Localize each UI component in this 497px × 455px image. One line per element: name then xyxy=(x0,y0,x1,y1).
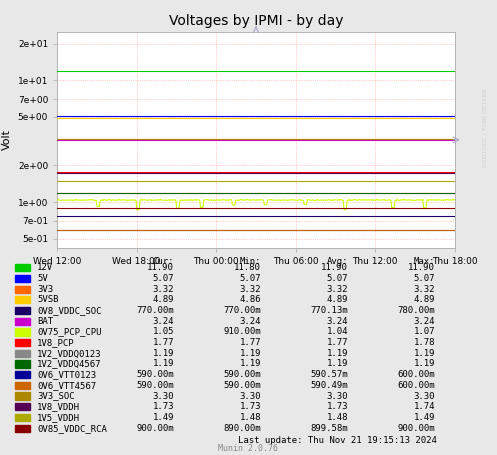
Text: 600.00m: 600.00m xyxy=(397,381,435,390)
Text: 1.07: 1.07 xyxy=(414,328,435,336)
Text: 770.00m: 770.00m xyxy=(223,306,261,315)
Text: Cur:: Cur: xyxy=(153,257,174,266)
Text: 899.58m: 899.58m xyxy=(310,424,348,433)
Text: 1.19: 1.19 xyxy=(240,359,261,369)
Text: 11.90: 11.90 xyxy=(147,263,174,272)
Text: 1.77: 1.77 xyxy=(240,338,261,347)
Text: 0V6_VTT0123: 0V6_VTT0123 xyxy=(37,370,96,379)
Text: 3.32: 3.32 xyxy=(327,285,348,293)
Text: 11.90: 11.90 xyxy=(321,263,348,272)
Text: 1.48: 1.48 xyxy=(327,413,348,422)
Text: 3.30: 3.30 xyxy=(240,392,261,400)
Text: 5.07: 5.07 xyxy=(240,274,261,283)
Text: 1.19: 1.19 xyxy=(240,349,261,358)
Text: 1V2_VDDQ4567: 1V2_VDDQ4567 xyxy=(37,359,102,369)
Text: 1.19: 1.19 xyxy=(414,349,435,358)
Text: 1.77: 1.77 xyxy=(153,338,174,347)
Text: 890.00m: 890.00m xyxy=(223,424,261,433)
Text: 900.00m: 900.00m xyxy=(136,424,174,433)
Text: RRDTOOL / TOBI OETKER: RRDTOOL / TOBI OETKER xyxy=(482,88,487,167)
Text: 900.00m: 900.00m xyxy=(397,424,435,433)
Text: 5VSB: 5VSB xyxy=(37,295,59,304)
Text: 3V3_SOC: 3V3_SOC xyxy=(37,392,75,400)
Y-axis label: Volt: Volt xyxy=(2,129,12,151)
Text: 600.00m: 600.00m xyxy=(397,370,435,379)
Text: 1.49: 1.49 xyxy=(414,413,435,422)
Text: 11.80: 11.80 xyxy=(234,263,261,272)
Text: 4.86: 4.86 xyxy=(240,295,261,304)
Text: 0V85_VDDC_RCA: 0V85_VDDC_RCA xyxy=(37,424,107,433)
Text: 590.00m: 590.00m xyxy=(223,381,261,390)
Text: 3.32: 3.32 xyxy=(414,285,435,293)
Text: 1.74: 1.74 xyxy=(414,402,435,411)
Text: 1.19: 1.19 xyxy=(327,349,348,358)
Text: 3.24: 3.24 xyxy=(414,317,435,326)
Text: 1.49: 1.49 xyxy=(153,413,174,422)
Text: 590.00m: 590.00m xyxy=(136,381,174,390)
Text: 4.89: 4.89 xyxy=(153,295,174,304)
Text: 5.07: 5.07 xyxy=(414,274,435,283)
Text: 1V2_VDDQ0123: 1V2_VDDQ0123 xyxy=(37,349,102,358)
Text: 1.04: 1.04 xyxy=(327,328,348,336)
Text: 12V: 12V xyxy=(37,263,53,272)
Text: 1.78: 1.78 xyxy=(414,338,435,347)
Text: 590.00m: 590.00m xyxy=(223,370,261,379)
Text: 3.30: 3.30 xyxy=(153,392,174,400)
Text: 3.32: 3.32 xyxy=(240,285,261,293)
Text: 3V3: 3V3 xyxy=(37,285,53,293)
Text: 1.77: 1.77 xyxy=(327,338,348,347)
Text: 3.30: 3.30 xyxy=(327,392,348,400)
Text: 1V5_VDDH: 1V5_VDDH xyxy=(37,413,81,422)
Text: 11.90: 11.90 xyxy=(408,263,435,272)
Text: Munin 2.0.76: Munin 2.0.76 xyxy=(219,444,278,453)
Text: 1.73: 1.73 xyxy=(240,402,261,411)
Text: 1V8_VDDH: 1V8_VDDH xyxy=(37,402,81,411)
Text: 1.73: 1.73 xyxy=(153,402,174,411)
Text: 3.24: 3.24 xyxy=(240,317,261,326)
Text: 1V8_PCP: 1V8_PCP xyxy=(37,338,75,347)
Text: 910.00m: 910.00m xyxy=(223,328,261,336)
Text: 3.24: 3.24 xyxy=(327,317,348,326)
Text: 590.57m: 590.57m xyxy=(310,370,348,379)
Text: Max:: Max: xyxy=(414,257,435,266)
Text: 770.00m: 770.00m xyxy=(136,306,174,315)
Text: 3.32: 3.32 xyxy=(153,285,174,293)
Text: 1.19: 1.19 xyxy=(153,359,174,369)
Text: 4.89: 4.89 xyxy=(327,295,348,304)
Text: 5.07: 5.07 xyxy=(153,274,174,283)
Text: 770.13m: 770.13m xyxy=(310,306,348,315)
Text: 780.00m: 780.00m xyxy=(397,306,435,315)
Text: Min:: Min: xyxy=(240,257,261,266)
Text: 1.73: 1.73 xyxy=(327,402,348,411)
Text: 1.19: 1.19 xyxy=(153,349,174,358)
Text: Last update: Thu Nov 21 19:15:13 2024: Last update: Thu Nov 21 19:15:13 2024 xyxy=(239,435,437,445)
Text: 1.19: 1.19 xyxy=(327,359,348,369)
Text: 590.00m: 590.00m xyxy=(136,370,174,379)
Text: BAT: BAT xyxy=(37,317,53,326)
Text: 3.24: 3.24 xyxy=(153,317,174,326)
Text: 5V: 5V xyxy=(37,274,48,283)
Text: Avg:: Avg: xyxy=(327,257,348,266)
Text: 0V6_VTT4567: 0V6_VTT4567 xyxy=(37,381,96,390)
Text: 1.05: 1.05 xyxy=(153,328,174,336)
Text: 590.49m: 590.49m xyxy=(310,381,348,390)
Text: 3.30: 3.30 xyxy=(414,392,435,400)
Text: 5.07: 5.07 xyxy=(327,274,348,283)
Text: 1.48: 1.48 xyxy=(240,413,261,422)
Title: Voltages by IPMI - by day: Voltages by IPMI - by day xyxy=(168,14,343,28)
Text: 0V8_VDDC_SOC: 0V8_VDDC_SOC xyxy=(37,306,102,315)
Text: 1.19: 1.19 xyxy=(414,359,435,369)
Text: 0V75_PCP_CPU: 0V75_PCP_CPU xyxy=(37,328,102,336)
Text: 4.89: 4.89 xyxy=(414,295,435,304)
